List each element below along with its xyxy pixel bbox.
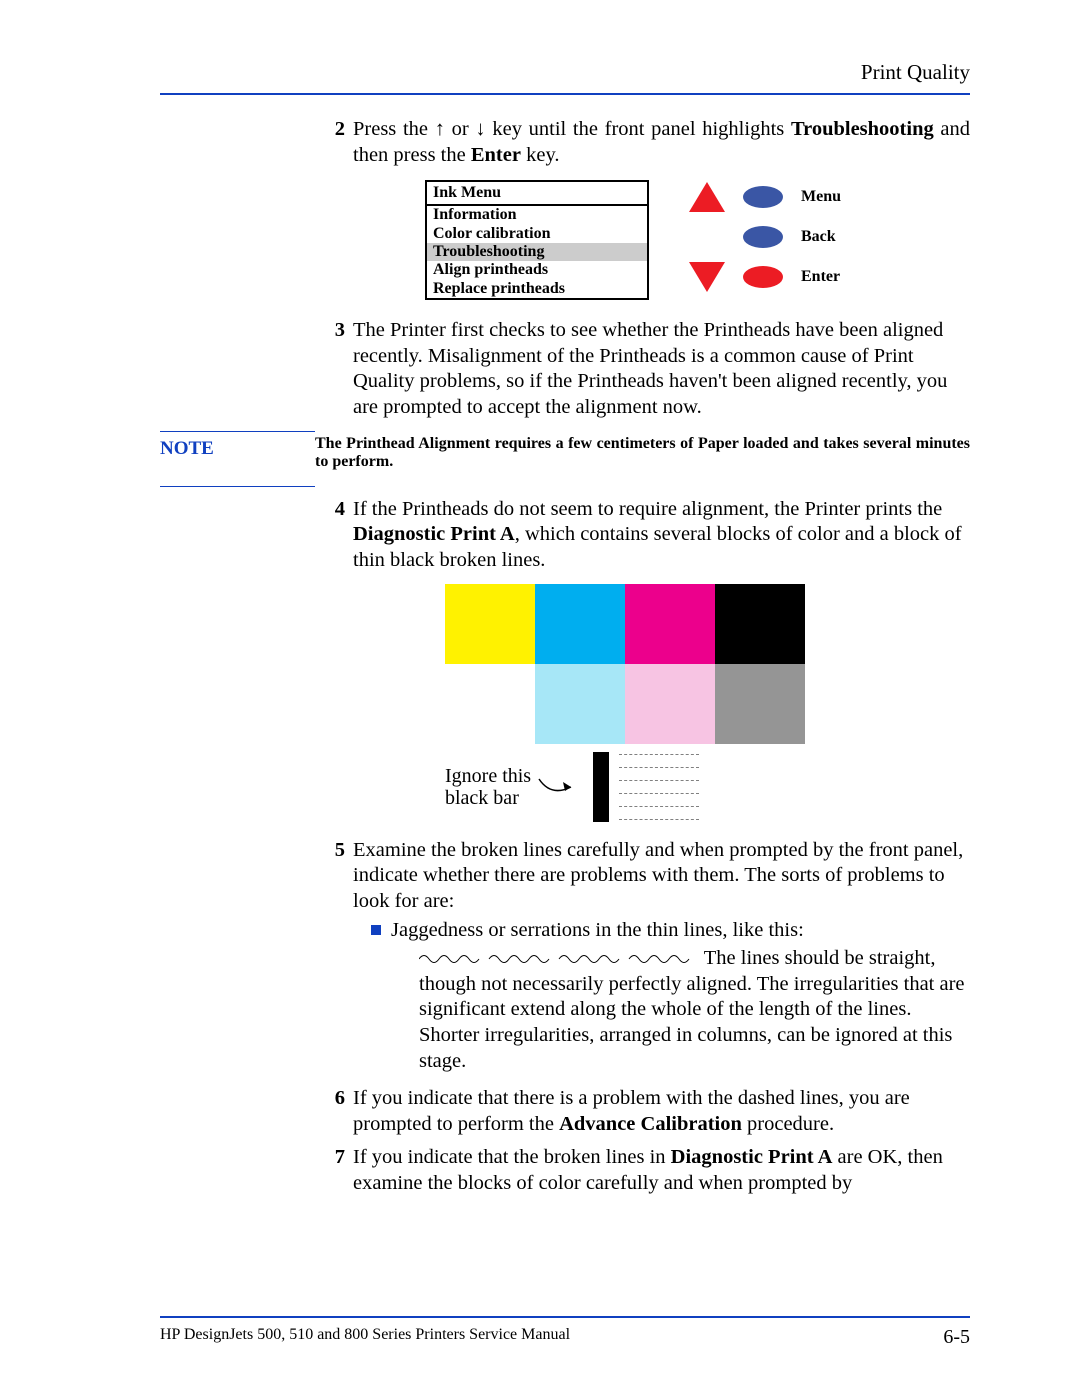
step-2: 2 Press the ↑ or ↓ key until the front p… [315, 117, 970, 168]
dash-line [619, 806, 699, 807]
step-body: Press the ↑ or ↓ key until the front pan… [353, 117, 970, 168]
ignore-label: Ignore this black bar [445, 765, 531, 809]
menu-button-row: Menu [689, 182, 841, 212]
menu-button-icon [743, 186, 783, 208]
bold-text: Diagnostic Print A [353, 523, 515, 545]
text: or [445, 118, 475, 140]
step-body: Examine the broken lines carefully and w… [353, 838, 970, 1079]
text: If you indicate that the broken lines in [353, 1146, 671, 1168]
wavy-line-block: The lines should be straight, though not… [419, 946, 970, 1074]
ink-menu-item: Information [427, 206, 647, 224]
color-swatch [715, 584, 805, 664]
enter-button-icon [743, 266, 783, 288]
up-arrow-glyph: ↑ [435, 118, 445, 140]
dash-line [619, 793, 699, 794]
down-arrow-glyph: ↓ [475, 118, 485, 140]
text: Examine the broken lines carefully and w… [353, 838, 970, 915]
page: Print Quality 2 Press the ↑ or ↓ key unt… [0, 0, 1080, 1397]
footer-row: HP DesignJets 500, 510 and 800 Series Pr… [160, 1326, 970, 1349]
text: Jaggedness or serrations in the thin lin… [391, 918, 970, 944]
bold-text: Diagnostic Print A [671, 1146, 833, 1168]
back-button-label: Back [801, 227, 836, 247]
color-swatch [445, 664, 535, 744]
dash-line [619, 767, 699, 768]
up-triangle-icon [689, 182, 725, 212]
text: procedure. [742, 1113, 834, 1135]
down-triangle-icon [689, 262, 725, 292]
text: Press the [353, 118, 435, 140]
ink-menu-item: Color calibration [427, 225, 647, 243]
ink-menu-panel: Ink Menu InformationColor calibrationTro… [425, 180, 970, 300]
diagnostic-print-figure: Ignore this black bar [445, 584, 805, 824]
rule-bottom [160, 1316, 970, 1318]
step-5: 5 Examine the broken lines carefully and… [315, 838, 970, 1079]
step-number: 3 [315, 318, 353, 421]
ink-menu-item: Troubleshooting [427, 243, 647, 261]
step-6: 6 If you indicate that there is a proble… [315, 1086, 970, 1137]
color-swatch [535, 584, 625, 664]
step-body: The Printer first checks to see whether … [353, 318, 970, 421]
text: If the Printheads do not seem to require… [353, 498, 942, 520]
text: key. [521, 144, 560, 166]
step-number: 6 [315, 1086, 353, 1137]
ink-menu-box: Ink Menu InformationColor calibrationTro… [425, 180, 649, 300]
step-body: If you indicate that there is a problem … [353, 1086, 970, 1137]
bold-text: Enter [471, 144, 521, 166]
page-number: 6-5 [943, 1326, 970, 1349]
text: key until the front panel highlights [486, 118, 791, 140]
menu-button-label: Menu [801, 187, 841, 207]
content-column-2: 4 If the Printheads do not seem to requi… [315, 497, 970, 1197]
bold-text: Troubleshooting [791, 118, 934, 140]
dash-line [619, 780, 699, 781]
color-row-1 [445, 584, 805, 664]
step-body: If you indicate that the broken lines in… [353, 1145, 970, 1196]
ink-menu-item: Replace printheads [427, 280, 647, 298]
note-label: NOTE [160, 431, 315, 487]
rule-top [160, 93, 970, 95]
ink-menu-title: Ink Menu [427, 182, 647, 206]
color-swatch [535, 664, 625, 744]
color-swatch [715, 664, 805, 744]
color-row-2 [445, 664, 805, 744]
step-number: 5 [315, 838, 353, 1079]
sub-bullet: Jaggedness or serrations in the thin lin… [371, 918, 970, 1076]
step-4: 4 If the Printheads do not seem to requi… [315, 497, 970, 574]
dash-line [619, 819, 699, 820]
manual-title: HP DesignJets 500, 510 and 800 Series Pr… [160, 1326, 570, 1349]
enter-button-row: Enter [689, 262, 841, 292]
step-body: If the Printheads do not seem to require… [353, 497, 970, 574]
enter-button-label: Enter [801, 267, 840, 287]
dash-line [619, 754, 699, 755]
ink-menu-item: Align printheads [427, 261, 647, 279]
sub-bullet-body: Jaggedness or serrations in the thin lin… [391, 918, 970, 1076]
color-swatch [625, 584, 715, 664]
color-swatch [445, 584, 535, 664]
square-bullet-icon [371, 925, 381, 935]
panel-button-col: Menu Back Enter [689, 180, 841, 292]
wavy-line-icon [419, 952, 699, 966]
step-number: 4 [315, 497, 353, 574]
content-column: 2 Press the ↑ or ↓ key until the front p… [315, 117, 970, 421]
ink-menu-items: InformationColor calibrationTroubleshoot… [427, 206, 647, 298]
back-button-row: Back [689, 226, 841, 248]
bold-text: Advance Calibration [559, 1113, 742, 1135]
note-body: The Printhead Alignment requires a few c… [315, 431, 970, 487]
back-button-icon [743, 226, 783, 248]
black-bar [593, 752, 609, 822]
page-footer: HP DesignJets 500, 510 and 800 Series Pr… [160, 1316, 970, 1349]
dashed-lines-block [619, 750, 699, 824]
step-number: 2 [315, 117, 353, 168]
step-number: 7 [315, 1145, 353, 1196]
step-3: 3 The Printer first checks to see whethe… [315, 318, 970, 421]
arrow-icon [537, 775, 583, 799]
step-7: 7 If you indicate that the broken lines … [315, 1145, 970, 1196]
section-header: Print Quality [160, 60, 970, 85]
ignore-bar-row: Ignore this black bar [445, 750, 805, 824]
note-row: NOTE The Printhead Alignment requires a … [160, 431, 970, 487]
color-swatch [625, 664, 715, 744]
